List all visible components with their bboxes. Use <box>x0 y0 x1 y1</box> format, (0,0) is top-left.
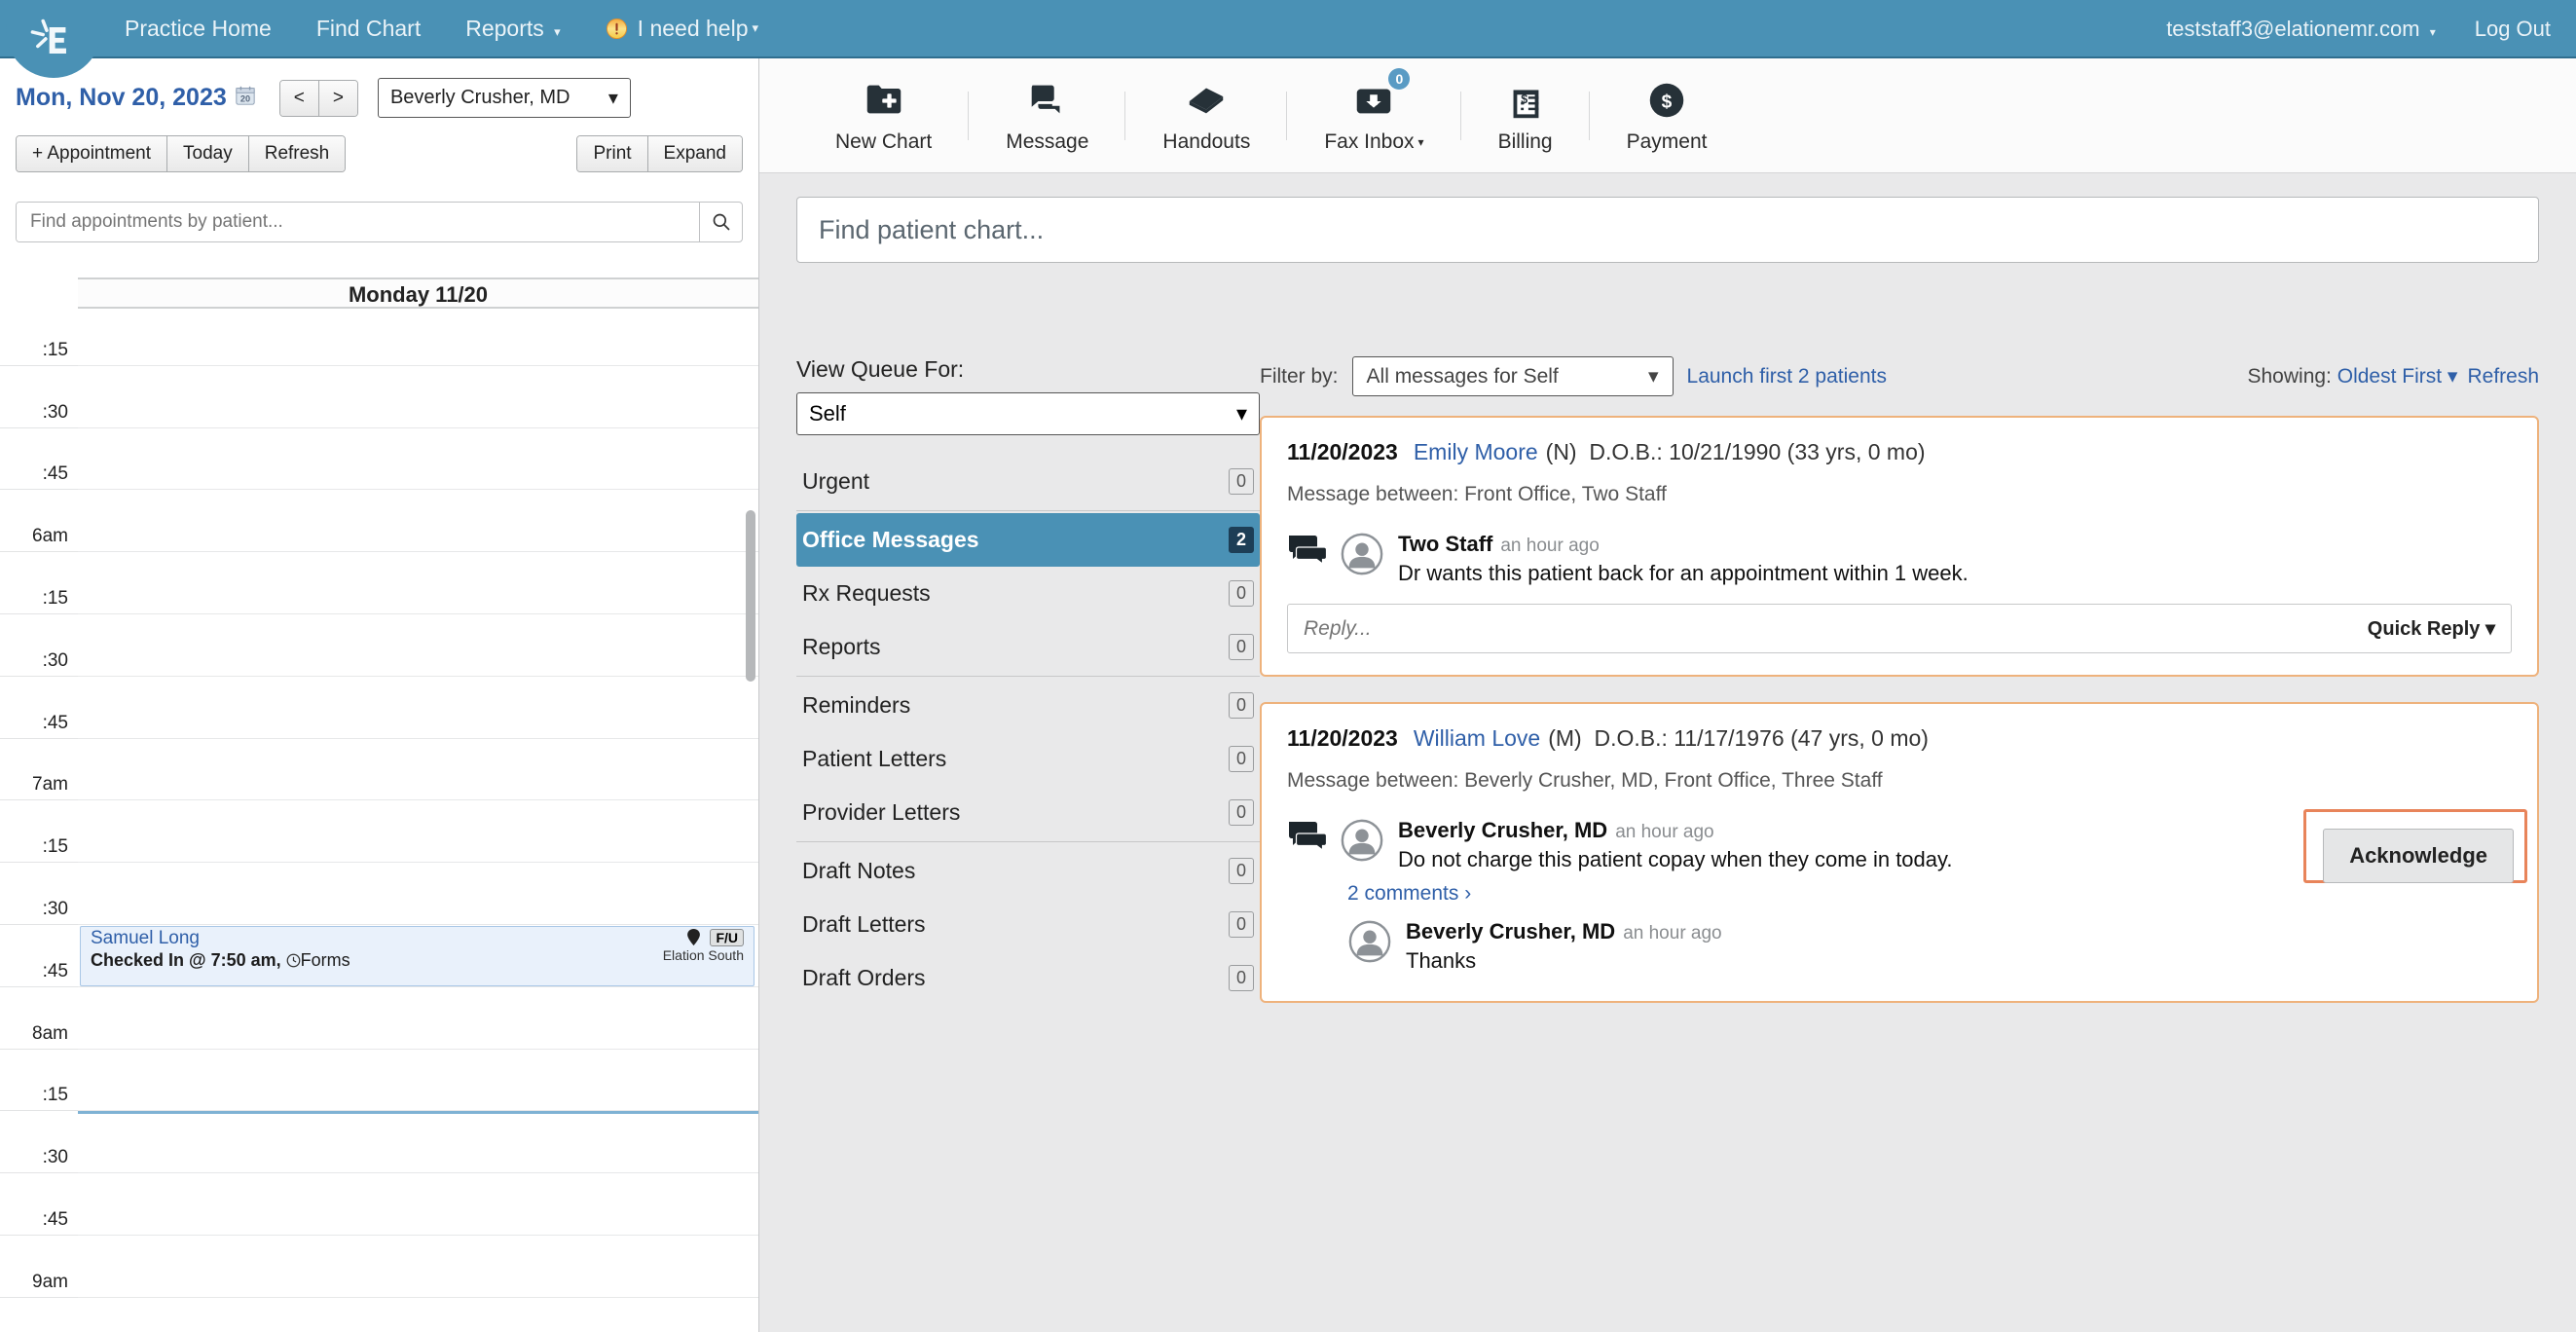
svg-text:$: $ <box>1662 92 1673 112</box>
svg-text:20: 20 <box>240 93 250 103</box>
